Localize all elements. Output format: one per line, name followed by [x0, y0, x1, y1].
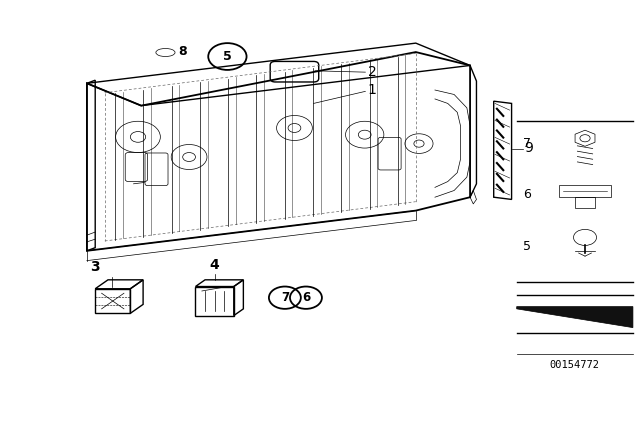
- Text: 5: 5: [223, 50, 232, 63]
- Text: 00154772: 00154772: [550, 360, 600, 370]
- Text: 6: 6: [302, 291, 310, 304]
- Text: 8: 8: [178, 45, 187, 58]
- Text: 7: 7: [523, 137, 531, 150]
- Text: 5: 5: [523, 240, 531, 253]
- Text: 4: 4: [210, 258, 220, 272]
- Text: 1: 1: [368, 83, 377, 97]
- Text: 7: 7: [281, 291, 289, 304]
- Text: 3: 3: [90, 260, 100, 274]
- Text: 6: 6: [523, 189, 531, 202]
- Text: 2: 2: [368, 65, 377, 79]
- Polygon shape: [516, 306, 633, 327]
- Text: 9: 9: [524, 141, 533, 155]
